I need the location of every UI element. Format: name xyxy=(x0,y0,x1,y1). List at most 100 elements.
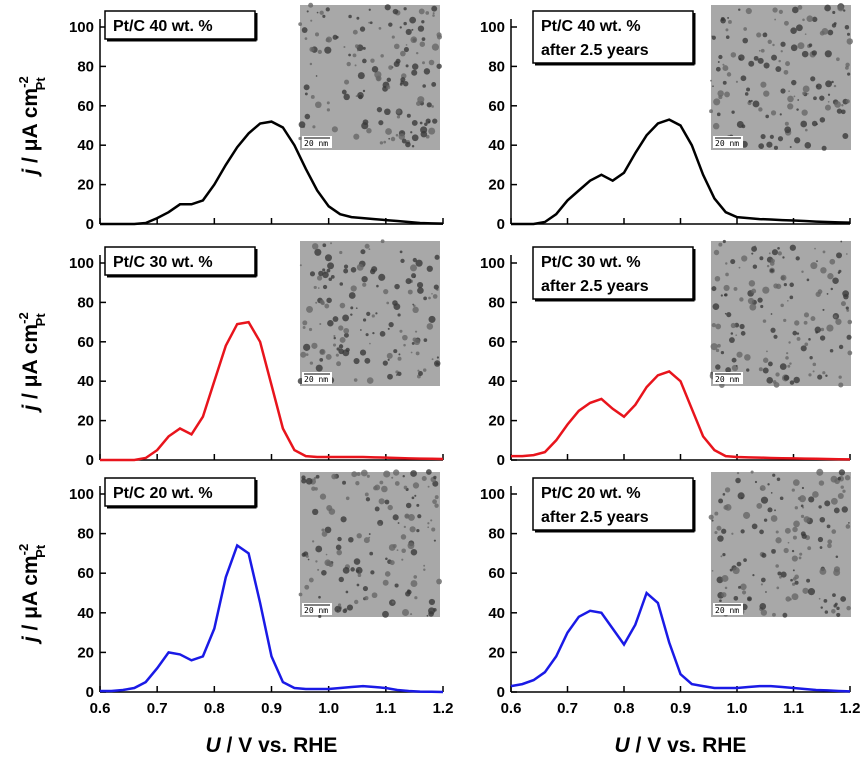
inset-particle xyxy=(802,587,809,594)
inset-particle xyxy=(387,373,393,380)
inset-particle xyxy=(774,509,776,512)
inset-scale-bg xyxy=(713,136,743,148)
inset-particle xyxy=(383,470,391,478)
inset-particle xyxy=(766,350,768,353)
inset-particle xyxy=(730,52,737,58)
inset-particle xyxy=(731,532,734,535)
inset-particle xyxy=(343,46,346,49)
inset-particle xyxy=(808,373,812,377)
inset-particle xyxy=(770,258,775,263)
inset-particle xyxy=(804,142,812,149)
inset-particle xyxy=(378,273,386,281)
inset-particle xyxy=(419,41,426,47)
inset-particle xyxy=(372,331,375,335)
y-axis-label: j / μA cm-2 Pt xyxy=(16,76,48,177)
inset-particle xyxy=(322,271,329,279)
inset-particle xyxy=(305,477,313,485)
inset-particle xyxy=(384,4,391,11)
inset-particle xyxy=(787,103,794,110)
inset-particle xyxy=(432,14,435,17)
inset-particle xyxy=(432,294,438,299)
inset-particle xyxy=(304,584,310,590)
legend-box xyxy=(104,10,256,40)
x-label-symbol: U xyxy=(206,734,222,757)
inset-particle xyxy=(791,582,796,586)
inset-particle xyxy=(758,367,763,372)
inset-particle xyxy=(840,109,846,115)
inset-particle xyxy=(423,68,431,75)
inset-particle xyxy=(417,369,420,372)
inset-particle xyxy=(771,54,778,61)
y-label-sup: -2 xyxy=(16,76,31,88)
inset-particle xyxy=(789,362,792,365)
inset-particle xyxy=(711,35,716,40)
inset-particle xyxy=(846,334,852,340)
inset-particle xyxy=(789,244,796,251)
inset-particle xyxy=(793,520,800,528)
inset-particle xyxy=(423,296,427,301)
inset-particle xyxy=(827,273,834,280)
inset-particle xyxy=(718,242,723,247)
inset-particle xyxy=(392,514,399,521)
inset-particle xyxy=(379,141,384,145)
inset-particle xyxy=(384,571,391,577)
x-tick-label: 1.0 xyxy=(727,700,748,717)
y-tick-label: 40 xyxy=(488,137,505,154)
inset-particle xyxy=(314,248,322,256)
inset-particle xyxy=(722,493,726,496)
y-tick-label: 100 xyxy=(480,255,505,272)
inset-particle xyxy=(400,258,405,264)
inset-particle xyxy=(423,338,428,342)
inset-particle xyxy=(819,95,825,101)
inset-particle xyxy=(790,44,798,52)
inset-particle xyxy=(403,525,406,529)
y-tick-label: 40 xyxy=(488,373,505,390)
inset-image xyxy=(711,5,851,150)
inset-particle xyxy=(725,262,728,265)
inset-particle xyxy=(345,590,349,594)
y-tick-label: 40 xyxy=(488,605,505,622)
y-label-unit: / μA cm xyxy=(19,88,42,169)
inset-particle xyxy=(715,348,720,353)
inset-particle xyxy=(322,268,326,272)
inset-particle xyxy=(424,122,428,126)
inset-particle xyxy=(716,525,722,531)
inset-particle xyxy=(833,604,837,608)
inset-particle xyxy=(432,480,439,487)
inset-particle xyxy=(830,497,838,505)
x-tick-label: 0.7 xyxy=(147,700,168,717)
inset-particle xyxy=(846,605,851,611)
inset-particle xyxy=(369,21,373,25)
inset-particle xyxy=(810,76,816,82)
inset-particle xyxy=(714,530,718,535)
data-line xyxy=(510,590,851,693)
inset-particle xyxy=(796,108,799,111)
inset-particle xyxy=(844,25,850,30)
inset-particle xyxy=(715,66,721,72)
data-line xyxy=(100,320,444,462)
inset-particle xyxy=(812,491,819,498)
inset-particle xyxy=(776,477,781,482)
inset-particle xyxy=(733,596,739,601)
inset-particle xyxy=(395,58,401,64)
inset-particle xyxy=(748,280,756,287)
inset-particle xyxy=(777,571,782,576)
inset-particle xyxy=(403,343,406,347)
inset-particle xyxy=(411,145,415,148)
inset-particle xyxy=(368,248,371,251)
inset-particle xyxy=(788,90,790,93)
inset-particle xyxy=(807,588,816,596)
inset-particle xyxy=(712,122,720,130)
inset-particle xyxy=(799,552,803,556)
inset-particle xyxy=(319,493,327,500)
inset-particle xyxy=(740,583,747,591)
x-label-unit: / V vs. RHE xyxy=(630,734,747,757)
inset-particle xyxy=(315,560,318,563)
inset-particle xyxy=(827,29,834,36)
inset-particle xyxy=(846,32,851,36)
inset-particle xyxy=(719,599,722,603)
inset-particle xyxy=(427,526,430,529)
inset-particle xyxy=(301,552,306,557)
y-label-sub: Pt xyxy=(33,313,48,327)
inset-particle xyxy=(321,528,325,532)
